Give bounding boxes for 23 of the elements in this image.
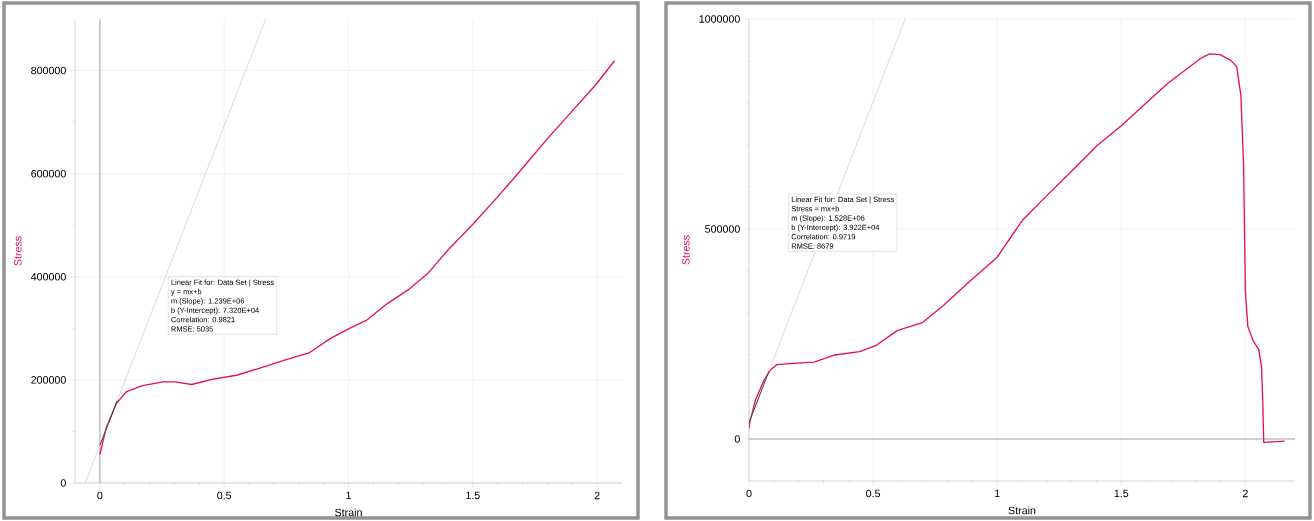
- y-tick-label: 1000000: [699, 15, 740, 23]
- x-axis-title: Strain: [1008, 506, 1036, 515]
- x-tick-label: 0: [746, 489, 752, 498]
- line-series: [99, 60, 616, 456]
- y-tick-label: 800000: [31, 66, 66, 75]
- y-axis-title: Stress: [14, 236, 22, 266]
- y-axis-title: Stress: [682, 235, 690, 265]
- x-tick-label: 2: [1242, 489, 1248, 498]
- x-tick-label: 0.5: [217, 491, 232, 500]
- x-tick-label: 1: [346, 491, 351, 500]
- y-tick-label: 400000: [30, 273, 66, 281]
- y-tick-label: 500000: [705, 225, 740, 233]
- y-tick-label: 200000: [31, 376, 66, 384]
- x-tick-label: 1.5: [466, 491, 480, 500]
- x-tick-label: 1: [995, 489, 1000, 498]
- x-tick-label: 1.5: [1114, 489, 1129, 498]
- x-axis-title: Strain: [335, 508, 362, 517]
- x-tick-label: 2: [594, 491, 600, 500]
- x-tick-label: 0.5: [866, 489, 881, 498]
- y-tick-label: 600000: [31, 169, 66, 178]
- y-tick-label: 0: [60, 479, 66, 487]
- x-tick-label: 0: [97, 491, 103, 500]
- y-tick-label: 0: [734, 435, 740, 443]
